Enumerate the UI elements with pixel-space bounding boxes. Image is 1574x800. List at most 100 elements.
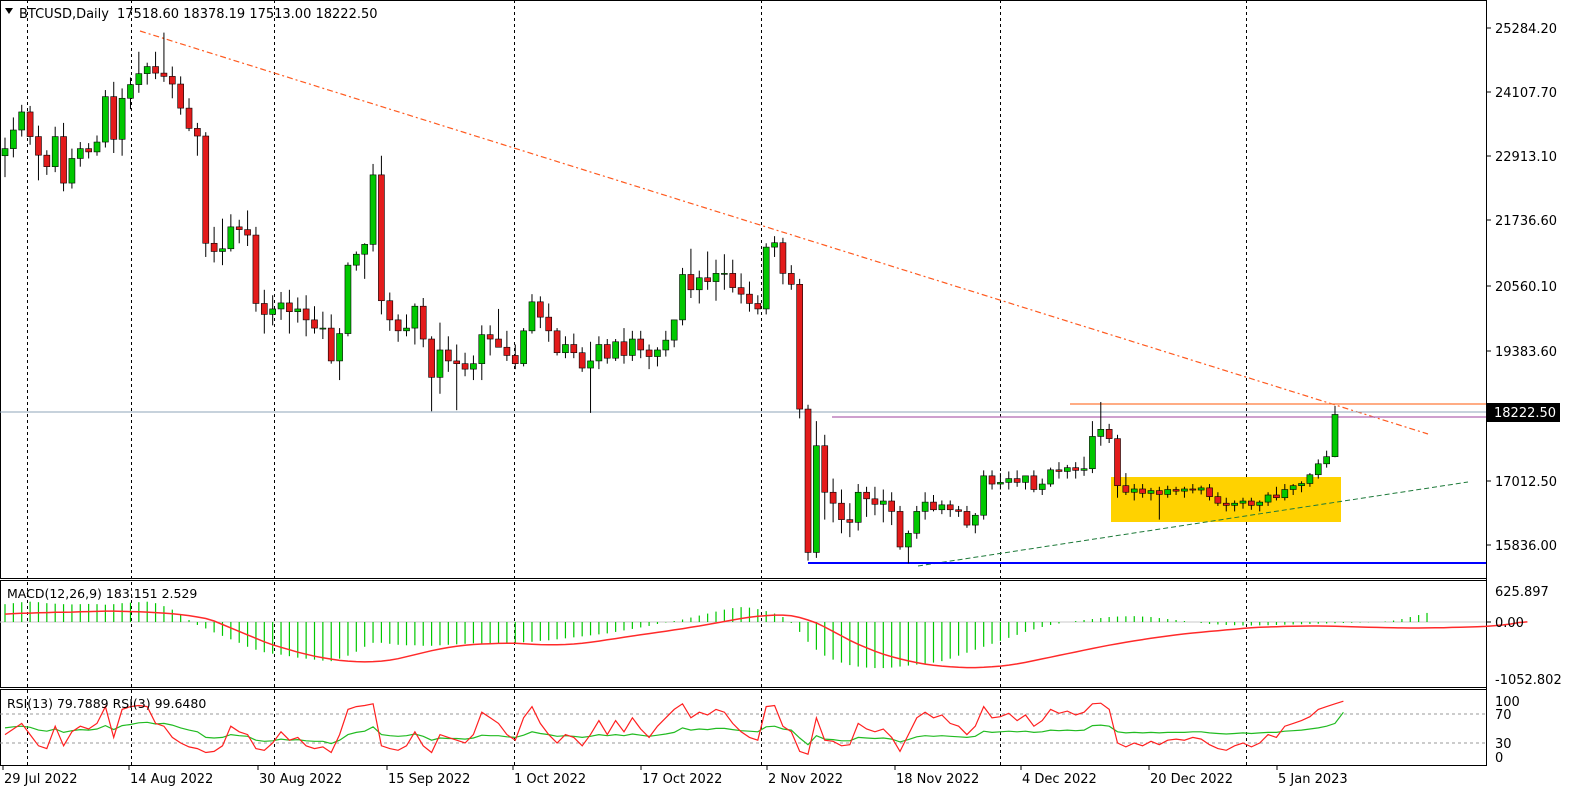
bullish-candle[interactable] [913, 505, 921, 539]
bearish-candle[interactable] [704, 251, 711, 290]
bearish-candle[interactable] [35, 125, 42, 181]
bearish-candle[interactable] [1156, 486, 1163, 520]
bullish-candle[interactable] [520, 328, 527, 367]
bullish-candle[interactable] [1314, 459, 1322, 479]
bearish-candle[interactable] [963, 505, 971, 528]
bearish-candle[interactable] [570, 333, 578, 359]
bullish-candle[interactable] [1005, 471, 1013, 490]
bearish-candle[interactable] [863, 486, 870, 517]
bearish-candle[interactable] [637, 330, 645, 359]
bearish-candle[interactable] [1222, 497, 1230, 512]
bearish-candle[interactable] [1273, 486, 1280, 501]
bullish-candle[interactable] [1164, 485, 1172, 498]
bearish-candle[interactable] [1055, 462, 1063, 479]
bearish-candle[interactable] [1030, 470, 1038, 493]
bearish-candle[interactable] [252, 226, 260, 312]
bullish-candle[interactable] [353, 251, 360, 271]
bearish-candle[interactable] [888, 492, 895, 526]
bearish-candle[interactable] [327, 314, 335, 364]
bullish-candle[interactable] [1080, 456, 1088, 476]
bearish-candle[interactable] [737, 273, 745, 304]
bearish-candle[interactable] [896, 505, 904, 550]
bullish-candle[interactable] [51, 126, 59, 173]
bullish-candle[interactable] [10, 117, 17, 158]
bullish-candle[interactable] [654, 347, 661, 367]
bearish-candle[interactable] [194, 122, 201, 156]
bullish-candle[interactable] [135, 51, 143, 93]
bearish-candle[interactable] [260, 289, 268, 334]
bearish-candle[interactable] [746, 281, 753, 312]
bearish-candle[interactable] [495, 308, 502, 348]
bullish-candle[interactable] [1197, 485, 1205, 495]
bearish-candle[interactable] [754, 295, 762, 315]
bearish-candle[interactable] [185, 98, 193, 132]
bullish-candle[interactable] [1281, 484, 1289, 501]
bearish-candle[interactable] [302, 295, 310, 337]
bearish-candle[interactable] [210, 226, 218, 263]
bullish-candle[interactable] [712, 259, 720, 301]
bullish-candle[interactable] [938, 500, 946, 515]
bearish-candle[interactable] [1206, 484, 1213, 501]
bullish-candle[interactable] [721, 254, 728, 290]
bullish-candle[interactable] [411, 303, 419, 345]
bearish-candle[interactable] [1072, 462, 1080, 479]
bullish-candle[interactable] [1298, 481, 1305, 493]
bullish-candle[interactable] [68, 148, 76, 189]
bullish-candle[interactable] [127, 77, 134, 110]
bearish-candle[interactable] [779, 237, 787, 285]
bullish-candle[interactable] [93, 135, 101, 156]
bearish-candle[interactable] [60, 122, 67, 192]
bullish-candle[interactable] [1089, 421, 1096, 474]
bearish-candle[interactable] [804, 404, 812, 561]
bullish-candle[interactable] [1147, 487, 1155, 501]
bearish-candle[interactable] [955, 505, 962, 517]
bullish-candle[interactable] [1130, 484, 1138, 501]
bullish-candle[interactable] [1038, 478, 1046, 495]
bearish-candle[interactable] [286, 289, 293, 334]
bullish-candle[interactable] [1239, 497, 1247, 509]
bearish-candle[interactable] [1139, 484, 1146, 498]
bullish-candle[interactable] [344, 262, 352, 337]
bearish-candle[interactable] [1214, 492, 1222, 506]
bullish-candle[interactable] [905, 530, 912, 564]
bullish-candle[interactable] [277, 291, 285, 320]
bearish-candle[interactable] [620, 328, 628, 364]
bearish-candle[interactable] [26, 105, 34, 145]
bearish-candle[interactable] [235, 219, 243, 244]
bearish-candle[interactable] [537, 296, 544, 329]
bullish-candle[interactable] [997, 473, 1004, 490]
bearish-candle[interactable] [311, 306, 318, 334]
bearish-candle[interactable] [796, 278, 803, 419]
bearish-candle[interactable] [930, 494, 937, 512]
bullish-candle[interactable] [319, 311, 327, 340]
bullish-candle[interactable] [76, 142, 84, 167]
bullish-candle[interactable] [1022, 475, 1029, 490]
bullish-candle[interactable] [972, 513, 979, 534]
bearish-candle[interactable] [177, 76, 184, 115]
bullish-candle[interactable] [102, 90, 109, 148]
bearish-candle[interactable] [829, 478, 837, 523]
bullish-candle[interactable] [294, 297, 302, 323]
bearish-candle[interactable] [386, 292, 394, 331]
bearish-candle[interactable] [1189, 484, 1197, 494]
bullish-candle[interactable] [1323, 450, 1330, 468]
bearish-candle[interactable] [946, 500, 954, 517]
bearish-candle[interactable] [729, 259, 737, 293]
bullish-candle[interactable] [436, 322, 444, 394]
bullish-candle[interactable] [771, 236, 778, 257]
bearish-candle[interactable] [1248, 497, 1255, 510]
bullish-candle[interactable] [528, 294, 536, 334]
bullish-candle[interactable] [403, 314, 410, 337]
bullish-candle[interactable] [478, 325, 486, 381]
bearish-candle[interactable] [168, 66, 176, 99]
bullish-candle[interactable] [1181, 486, 1188, 498]
bullish-candle[interactable] [562, 336, 569, 359]
bearish-candle[interactable] [394, 314, 402, 342]
bearish-candle[interactable] [545, 303, 553, 342]
bullish-candle[interactable] [269, 295, 276, 326]
bearish-candle[interactable] [160, 32, 168, 82]
bullish-candle[interactable] [587, 341, 594, 413]
bullish-candle[interactable] [18, 104, 26, 137]
bearish-candle[interactable] [511, 344, 519, 370]
